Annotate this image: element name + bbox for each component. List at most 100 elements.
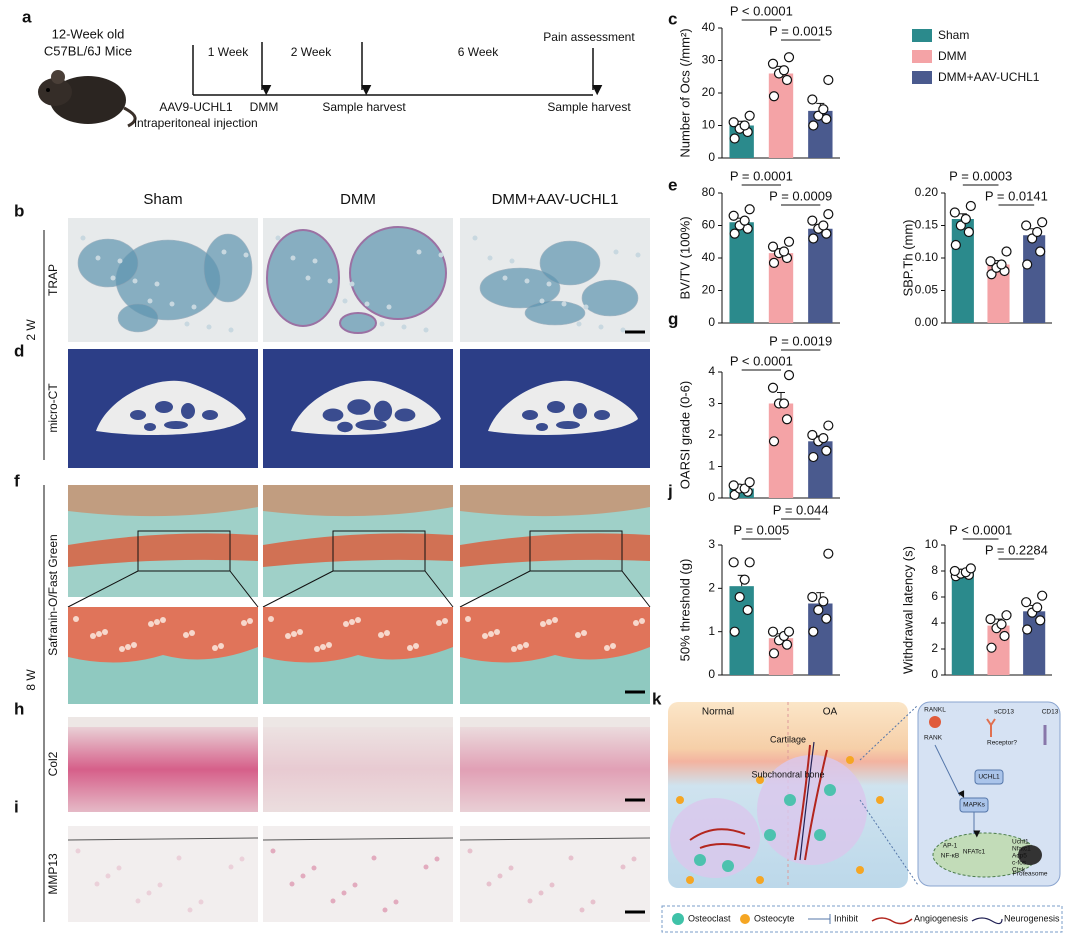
bar	[729, 222, 754, 323]
legend-text: Angiogenesis	[914, 913, 969, 923]
data-point	[818, 220, 829, 231]
trap-cell	[576, 321, 582, 327]
trap-cell	[169, 301, 175, 307]
timeline	[192, 42, 603, 96]
molecule-label: Receptor?	[987, 740, 1017, 747]
p-value: P = 0.005	[733, 522, 789, 537]
mmp13-cell	[434, 856, 440, 862]
mmp13-cell	[146, 890, 152, 896]
mmp13-cell	[371, 855, 377, 861]
panel-letter: a	[22, 7, 32, 26]
trap-cell	[386, 304, 392, 310]
gene-label: c-fos	[1012, 860, 1027, 867]
column-header: Sham	[143, 191, 182, 208]
chondrocyte	[482, 633, 488, 639]
bar	[951, 572, 974, 675]
data-point	[823, 74, 834, 86]
data-point	[767, 626, 779, 637]
panel-letter: f	[14, 471, 20, 490]
mmp13-cell	[527, 898, 533, 904]
y-tick-label: 0.05	[915, 283, 939, 297]
trap-cell	[561, 301, 567, 307]
chondrocyte	[241, 620, 247, 626]
microct-pore	[536, 423, 548, 431]
y-tick-label: 6	[931, 589, 938, 603]
chondrocyte	[218, 643, 224, 649]
trap-cell	[342, 298, 348, 304]
data-point	[734, 591, 745, 603]
stain-label: micro-CT	[46, 383, 60, 433]
safo-cartilage	[263, 533, 453, 567]
region-label: OA	[823, 707, 838, 718]
data-point	[963, 226, 974, 238]
y-axis-label: Withdrawal latency (s)	[900, 546, 915, 674]
molecule-label: Proteasome	[1012, 871, 1047, 878]
p-value: P < 0.0001	[730, 3, 793, 18]
y-tick-label: 10	[702, 118, 716, 132]
data-point	[821, 613, 832, 624]
molecule-label: MAPKs	[963, 802, 985, 809]
trap-cell	[275, 235, 281, 241]
safo-upper	[263, 485, 453, 517]
safo-zoom-cartilage	[68, 607, 258, 663]
chondrocyte	[297, 629, 303, 635]
trap-cell	[379, 321, 385, 327]
trap-cell	[502, 275, 508, 281]
data-point	[818, 596, 829, 607]
data-point	[1037, 590, 1048, 601]
trap-cell	[423, 327, 429, 333]
chondrocyte	[575, 632, 581, 638]
y-tick-label: 0.00	[915, 315, 939, 329]
data-point	[728, 557, 739, 568]
legend-text: Osteocyte	[754, 913, 795, 923]
p-value: P < 0.0001	[949, 522, 1012, 537]
p-value: P = 0.044	[773, 502, 829, 517]
y-tick-label: 0.20	[915, 185, 939, 199]
panel-letter: i	[14, 797, 19, 816]
timeline-note: Pain assessment	[543, 30, 635, 44]
chondrocyte	[511, 646, 517, 652]
timeline-span: 1 Week	[208, 45, 249, 59]
mmp13-image	[68, 826, 258, 922]
data-point	[781, 74, 793, 86]
zoom-box	[137, 530, 231, 572]
data-point	[1021, 597, 1032, 608]
trap-cell	[472, 235, 478, 241]
chondrocyte	[442, 618, 448, 624]
data-point	[728, 210, 739, 221]
legend-box	[661, 905, 1063, 933]
trap-cell	[206, 324, 212, 330]
panel-k: k Normal OA Cartilage Subchondral bone R…	[652, 689, 1063, 933]
vessel	[794, 744, 828, 861]
y-tick-label: 0	[931, 667, 938, 681]
legend-icon	[871, 917, 913, 925]
timepoint-label: 8 W	[24, 669, 38, 691]
mmp13-cell	[508, 865, 514, 871]
data-point	[781, 414, 793, 425]
p-value: P = 0.0019	[769, 333, 832, 348]
mmp13-cell	[135, 898, 141, 904]
zoom-line	[229, 570, 259, 608]
zoom-line	[67, 570, 139, 608]
microct-pore	[130, 410, 146, 420]
chondrocyte	[90, 633, 96, 639]
microct-pore	[573, 403, 587, 419]
chondrocyte	[102, 629, 108, 635]
data-point	[767, 58, 779, 69]
trap-cell	[132, 278, 138, 284]
bar	[729, 488, 754, 498]
histology-labels: Sham DMM DMM+AAV-UCHL1 b d f h i TRAP mi…	[14, 191, 618, 922]
y-tick-label: 20	[702, 283, 716, 297]
data-point	[821, 445, 832, 456]
stain-label: TRAP	[46, 264, 60, 296]
microct-pore	[337, 421, 353, 433]
y-tick-label: 2	[931, 641, 938, 655]
column-header: DMM	[340, 191, 376, 208]
mmp13-cell	[228, 864, 234, 870]
data-point	[729, 133, 740, 144]
col2-stain	[460, 727, 650, 812]
chondrocyte	[436, 620, 442, 626]
data-point	[823, 420, 834, 431]
region-label: Subchondral bone	[751, 769, 824, 779]
